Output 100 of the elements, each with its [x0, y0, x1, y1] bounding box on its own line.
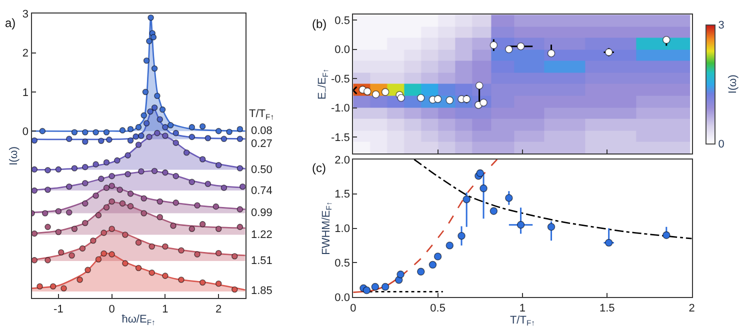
x-tick-label: 1.5: [599, 302, 615, 314]
y-tick-label: -1.0: [330, 102, 350, 115]
point: [127, 203, 134, 210]
point: [188, 178, 196, 186]
y-tick-label: -1.5: [330, 132, 350, 144]
point: [162, 169, 168, 176]
point: [178, 247, 184, 254]
point: [82, 180, 88, 186]
point: [103, 204, 110, 211]
point: [188, 226, 196, 232]
point: [480, 98, 488, 106]
point: [490, 207, 498, 215]
point: [108, 198, 115, 205]
text: 0.50: [251, 164, 272, 176]
point: [108, 226, 115, 232]
x-tick-label: 2: [688, 302, 695, 314]
point: [183, 149, 190, 156]
point: [114, 157, 120, 164]
point: [372, 90, 380, 98]
point: [140, 195, 148, 202]
point: [236, 224, 244, 230]
x-axis-title: ħω/E$_{F↑}$: [122, 314, 156, 327]
color-bar-title: I(ω): [727, 74, 740, 94]
chart-title: a): [5, 16, 16, 30]
point: [127, 190, 134, 197]
text: 0.08: [251, 125, 272, 137]
point: [516, 220, 525, 229]
x-axis-title: T/T$_{F↑}$: [510, 314, 535, 328]
y-tick-label: 2: [22, 48, 29, 60]
point: [146, 134, 152, 140]
point: [226, 128, 232, 136]
point: [215, 226, 222, 232]
text: 1.51: [251, 255, 272, 267]
point: [150, 34, 157, 40]
point: [44, 167, 51, 174]
y-tick-label: 0.0: [334, 292, 350, 304]
point: [172, 172, 180, 180]
y-tick-label: 3: [22, 8, 29, 21]
point: [82, 129, 88, 136]
point: [60, 285, 67, 292]
point: [44, 186, 51, 193]
point: [90, 237, 96, 244]
x-tick-label: 1: [162, 303, 168, 316]
point: [159, 106, 166, 113]
point: [236, 165, 244, 172]
point: [146, 38, 152, 44]
point: [231, 253, 238, 260]
text: T/T$_{F↑}$: [249, 108, 274, 122]
point: [55, 208, 62, 214]
point: [36, 283, 43, 290]
point: [381, 282, 390, 291]
point: [32, 166, 38, 173]
point: [170, 222, 176, 229]
point: [122, 260, 128, 266]
point: [204, 180, 212, 188]
point: [32, 137, 38, 144]
point: [138, 132, 144, 139]
point: [490, 41, 498, 50]
point: [119, 127, 126, 134]
point: [434, 252, 442, 260]
text: 0.74: [251, 185, 272, 197]
text: 0.99: [251, 207, 272, 219]
point: [154, 92, 160, 100]
point: [172, 140, 180, 146]
point: [162, 124, 168, 130]
point: [458, 232, 466, 240]
point: [236, 136, 244, 142]
point: [148, 270, 156, 276]
point: [505, 45, 513, 54]
point: [79, 245, 86, 252]
point: [662, 36, 670, 44]
point: [199, 279, 206, 286]
y-tick-label: 1: [22, 86, 29, 99]
point: [236, 206, 244, 212]
point: [162, 272, 168, 279]
point: [194, 251, 200, 258]
x-tick-label: 0.5: [430, 302, 446, 314]
point: [95, 212, 102, 218]
point: [434, 95, 442, 103]
point: [371, 282, 380, 291]
point: [44, 257, 51, 264]
point: [138, 168, 144, 175]
point: [66, 183, 72, 190]
x-tick-label: 0: [108, 303, 115, 316]
point: [108, 182, 115, 189]
point: [462, 95, 471, 103]
point: [140, 210, 148, 216]
point: [178, 276, 184, 283]
point: [476, 169, 484, 178]
point: [194, 202, 200, 209]
point: [82, 200, 88, 207]
point: [220, 184, 228, 191]
point: [98, 176, 104, 182]
point: [446, 96, 454, 104]
point: [55, 228, 62, 236]
point: [71, 165, 78, 172]
point: [58, 249, 64, 256]
point: [108, 172, 115, 180]
point: [428, 260, 437, 269]
point: [119, 200, 126, 207]
